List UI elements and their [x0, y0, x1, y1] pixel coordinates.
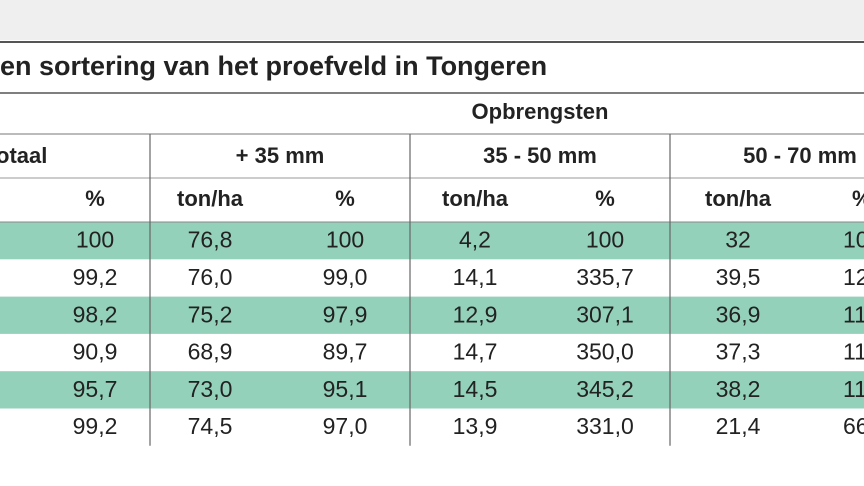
- cell: 100: [326, 227, 364, 253]
- cell: 66: [843, 413, 864, 439]
- subheader: %: [595, 186, 615, 211]
- cell: 74,5: [188, 413, 233, 439]
- cell: 307,1: [576, 301, 634, 327]
- subheader: ton/ha: [705, 186, 772, 211]
- cell: 12,9: [453, 301, 498, 327]
- cell: 75,2: [188, 301, 233, 327]
- cell: 95,1: [323, 376, 368, 402]
- row-band: [0, 222, 864, 260]
- cell: 32: [725, 227, 751, 253]
- cell: 38,2: [716, 376, 761, 402]
- subheader: ton/ha: [177, 186, 244, 211]
- subheader: %: [852, 186, 864, 211]
- cell: 13,9: [453, 413, 498, 439]
- column-group-header: otaal: [0, 143, 47, 168]
- column-group-header: 35 - 50 mm: [483, 143, 597, 168]
- cell: 97,0: [323, 413, 368, 439]
- cell: 68,9: [188, 339, 233, 365]
- cell: 90,9: [73, 339, 118, 365]
- cell: 10: [843, 227, 864, 253]
- cell: 98,2: [73, 301, 118, 327]
- table-title: en sortering van het proefveld in Tonger…: [0, 51, 547, 81]
- cell: 36,9: [716, 301, 761, 327]
- row-band: [0, 371, 864, 409]
- subheader: ton/ha: [442, 186, 509, 211]
- cell: 89,7: [323, 339, 368, 365]
- cell: 11: [843, 376, 864, 402]
- cell: 11: [843, 301, 864, 327]
- cell: 335,7: [576, 264, 634, 290]
- cell: 14,1: [453, 264, 498, 290]
- cell: 350,0: [576, 339, 634, 365]
- cell: 345,2: [576, 376, 634, 402]
- cell: 14,5: [453, 376, 498, 402]
- cell: 99,2: [73, 264, 118, 290]
- cell: 100: [586, 227, 624, 253]
- row-band: [0, 296, 864, 334]
- cell: 39,5: [716, 264, 761, 290]
- cell: 95,7: [73, 376, 118, 402]
- cell: 100: [76, 227, 114, 253]
- cell: 14,7: [453, 339, 498, 365]
- cell: 73,0: [188, 376, 233, 402]
- column-group-header: + 35 mm: [236, 143, 325, 168]
- cell: 331,0: [576, 413, 634, 439]
- cell: 97,9: [323, 301, 368, 327]
- cell: 99,0: [323, 264, 368, 290]
- top-band: [0, 0, 864, 40]
- cell: 4,2: [459, 227, 491, 253]
- cell: 11: [843, 339, 864, 365]
- subheader: %: [335, 186, 355, 211]
- cell: 21,4: [716, 413, 761, 439]
- group-header: Opbrengsten: [472, 99, 609, 124]
- cell: 76,0: [188, 264, 233, 290]
- column-group-header: 50 - 70 mm: [743, 143, 857, 168]
- cell: 37,3: [716, 339, 761, 365]
- subheader: %: [85, 186, 105, 211]
- cell: 76,8: [188, 227, 233, 253]
- cell: 12: [843, 264, 864, 290]
- cell: 99,2: [73, 413, 118, 439]
